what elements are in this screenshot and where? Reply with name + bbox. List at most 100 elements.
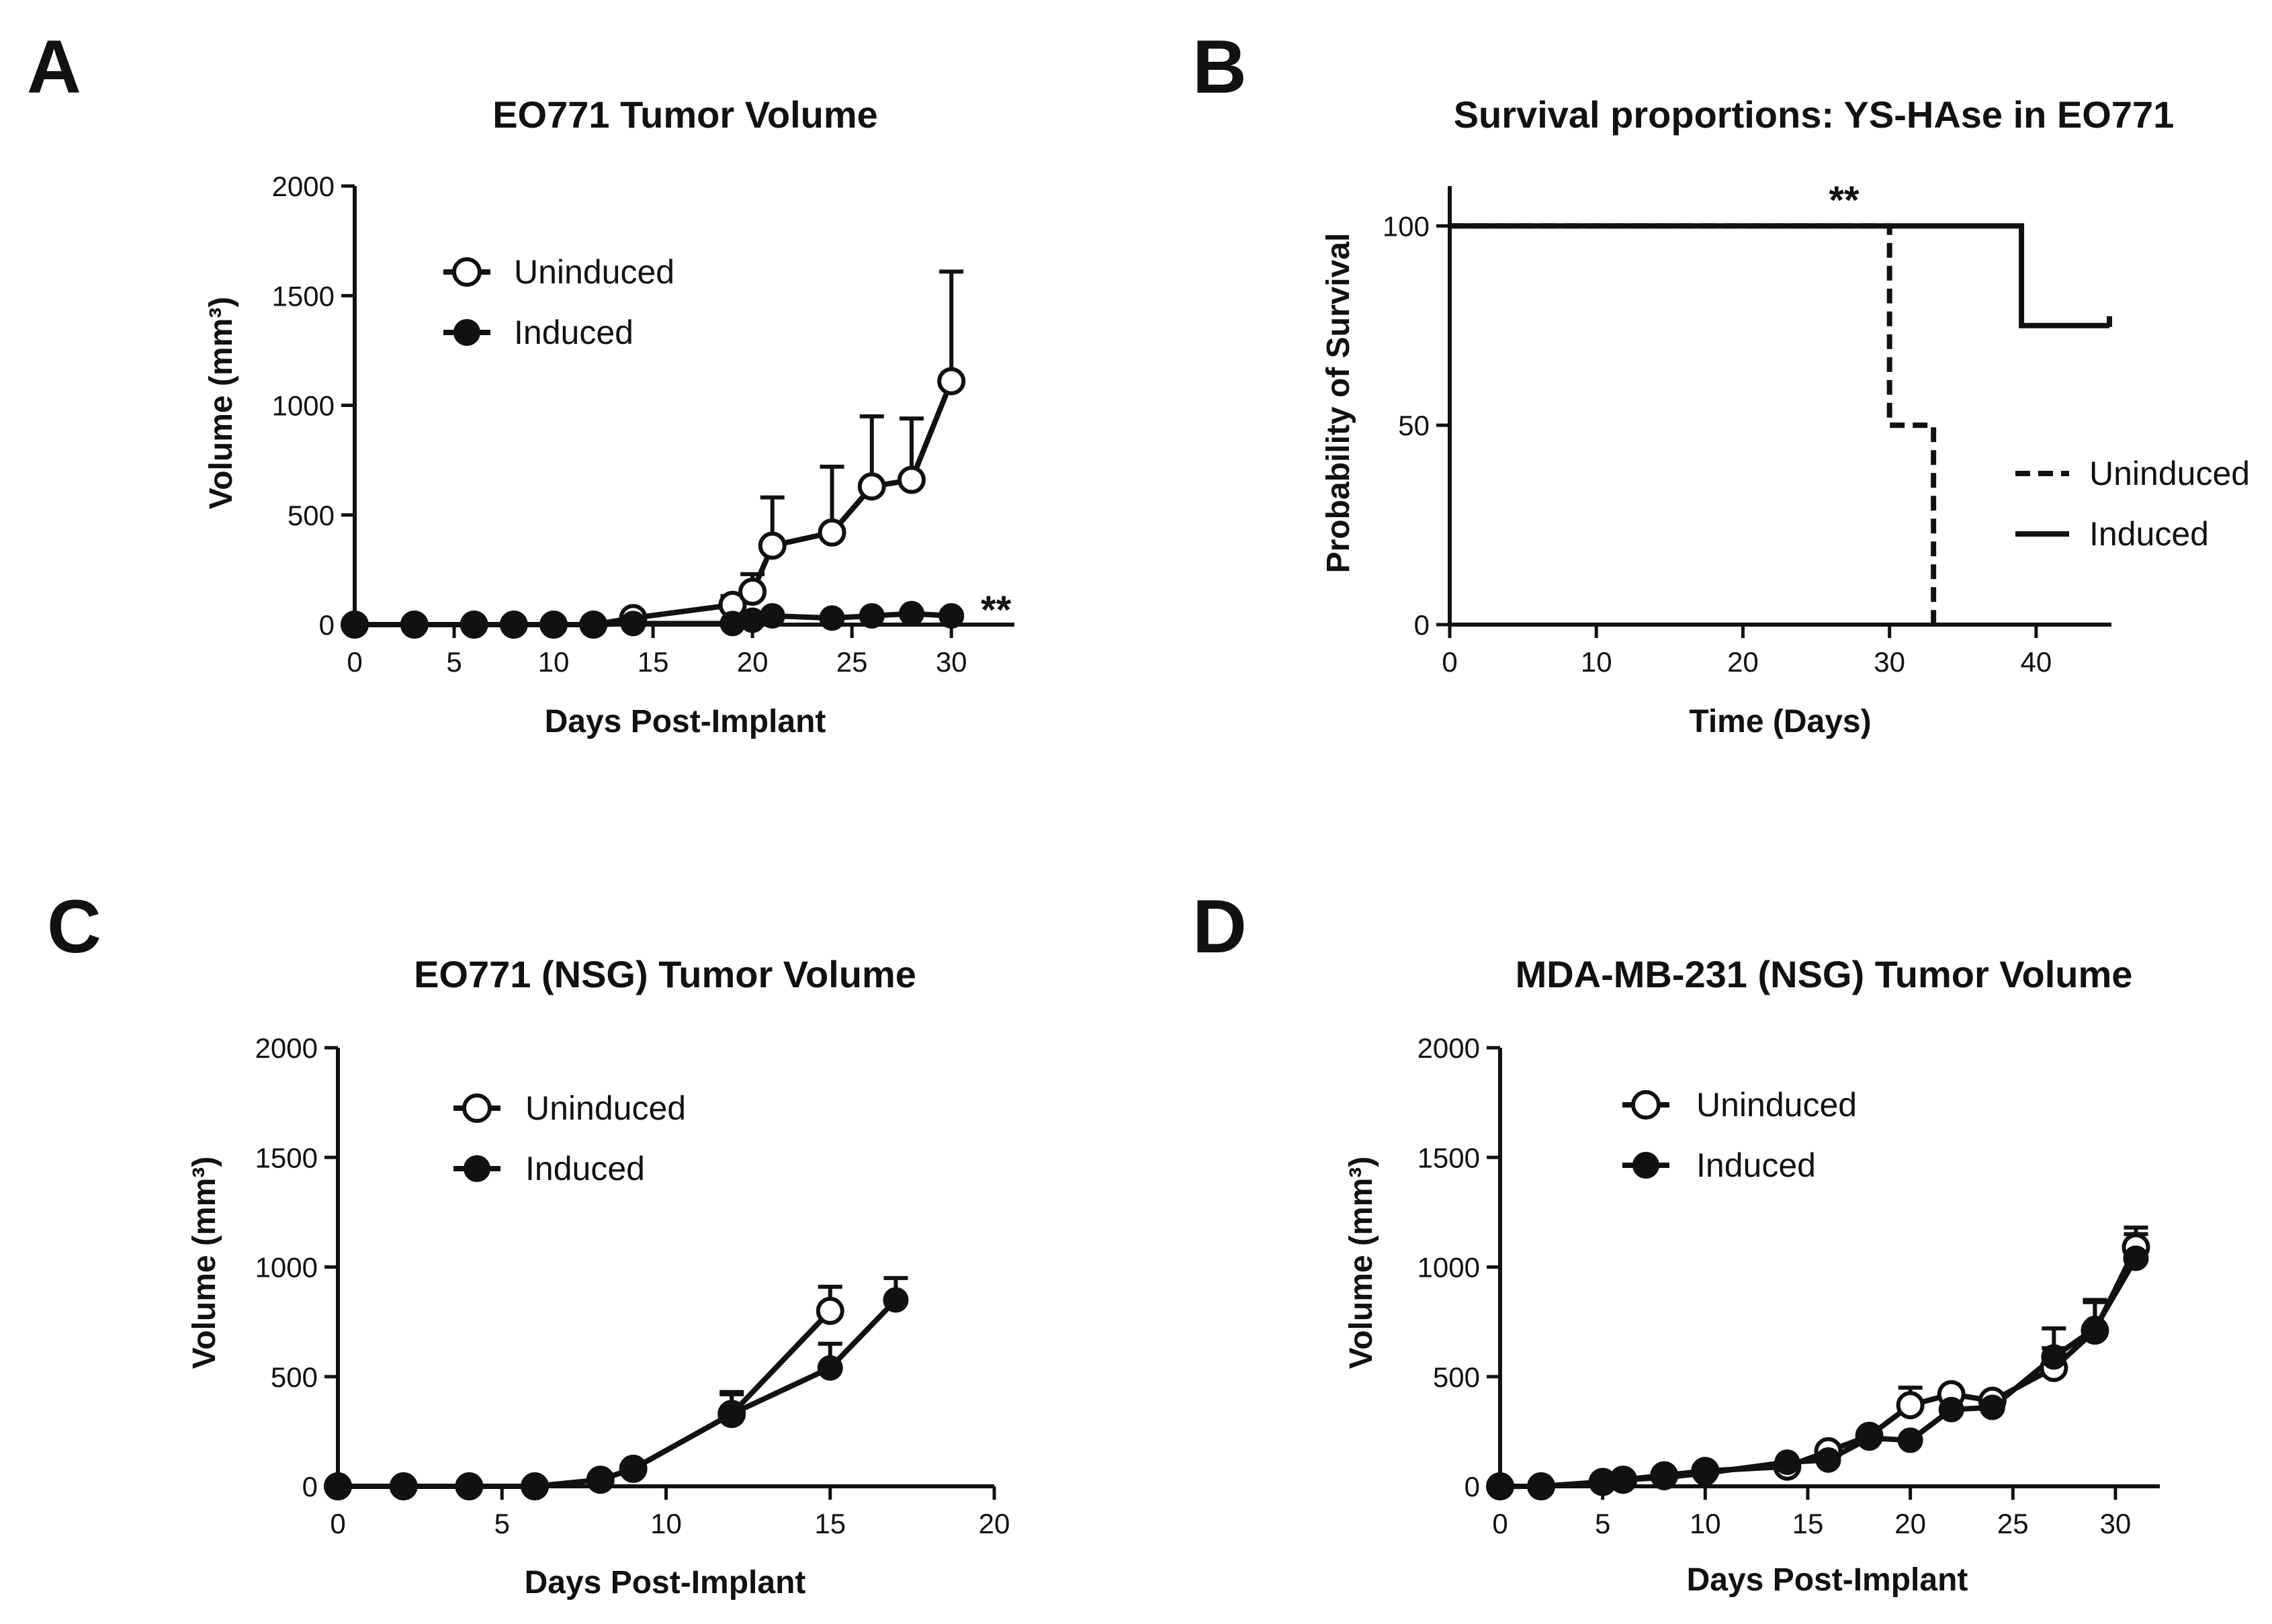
chart-title: Survival proportions: YS-HAse in EO771 [1454,93,2175,136]
data-point-induced [1487,1474,1513,1499]
x-tick-label: 20 [1727,646,1759,678]
x-tick-label: 5 [494,1508,510,1539]
x-tick-label: 30 [2100,1508,2132,1539]
x-axis-label: Time (Days) [1689,704,1871,739]
panel-letter-c: C [47,885,101,968]
data-point-induced [620,1455,646,1482]
y-tick-label: 100 [1383,210,1430,242]
data-point-induced [1528,1474,1555,1499]
data-point-induced [522,1474,548,1499]
y-tick-label: 0 [302,1471,318,1502]
survival-line-induced [1450,223,2109,328]
chart-title: EO771 Tumor Volume [492,93,878,136]
panel-c-tumor-volume-chart: EO771 (NSG) Tumor Volume Days Post-Impla… [187,953,1010,1600]
y-axis-label: Volume (mm³) [187,1157,222,1369]
data-point-induced [1938,1396,1964,1423]
x-tick-label: 20 [1894,1508,1926,1539]
legend-marker-induced [464,1155,490,1182]
data-point-induced [719,1401,745,1427]
x-axis-label: Days Post-Implant [545,704,826,739]
y-tick-label: 1000 [1417,1252,1480,1283]
x-tick-label: 10 [1690,1508,1721,1539]
x-tick-label: 25 [1997,1508,2029,1539]
y-tick-label: 2000 [255,1032,318,1064]
panel-letter-a: A [27,25,81,109]
legend-marker-uninduced [462,1093,492,1123]
legend-label-induced: Induced [1696,1146,1816,1184]
y-tick-label: 2000 [1417,1032,1480,1064]
legend-label-uninduced: Uninduced [1696,1086,1857,1124]
data-point-induced [817,1355,843,1381]
legend-marker-induced [453,319,480,346]
x-tick-label: 15 [638,646,669,678]
panel-letter-d: D [1192,885,1247,968]
y-tick-label: 500 [271,1361,318,1393]
legend: Uninduced Induced [453,1089,686,1187]
x-axis-label: Days Post-Implant [1687,1562,1968,1598]
legend-marker-uninduced [452,257,482,287]
x-tick-label: 0 [1492,1508,1508,1539]
data-point-induced [1979,1394,2005,1420]
data-point-induced [938,602,965,629]
y-tick-label: 500 [1433,1361,1480,1393]
data-point-uninduced [937,367,966,396]
data-point-uninduced [816,1296,844,1325]
legend: Uninduced Induced [443,253,674,351]
data-point-induced [456,1474,482,1499]
y-tick-label: 0 [1414,609,1430,641]
legend-label-induced: Induced [2089,515,2209,553]
x-tick-label: 15 [814,1508,846,1539]
legend-marker-uninduced [1631,1090,1661,1120]
series-line-uninduced [338,1309,832,1489]
x-tick-label: 0 [1442,646,1457,678]
data-point-induced [1774,1449,1800,1476]
data-point-induced [2123,1245,2149,1271]
data-point-uninduced [818,518,846,547]
y-tick-label: 1000 [255,1252,318,1283]
x-tick-label: 30 [936,646,967,678]
x-tick-label: 5 [1595,1508,1610,1539]
data-point-induced [1815,1447,1841,1473]
data-point-induced [898,600,924,627]
chart-title: EO771 (NSG) Tumor Volume [414,953,916,995]
data-point-induced [342,612,367,637]
x-tick-label: 15 [1792,1508,1824,1539]
x-tick-label: 20 [737,646,769,678]
legend-label-uninduced: Uninduced [2089,455,2250,492]
panel-letter-b: B [1192,25,1247,109]
data-point-induced [1610,1467,1636,1493]
data-point-induced [2082,1315,2108,1341]
survival-line-uninduced [1450,223,1937,625]
data-point-induced [759,602,785,629]
y-tick-label: 2000 [272,171,335,202]
x-tick-label: 10 [650,1508,682,1539]
y-tick-label: 1000 [272,390,335,422]
x-tick-label: 0 [330,1508,345,1539]
legend-marker-induced [1632,1152,1659,1179]
data-point-induced [1856,1425,1882,1451]
legend: Uninduced Induced [1622,1086,1857,1184]
panel-a-tumor-volume-chart: EO771 Tumor Volume Days Post-Implant Vol… [204,93,1014,739]
data-point-induced [620,611,646,637]
y-tick-label: 1500 [1417,1142,1480,1173]
data-point-induced [1692,1460,1718,1486]
y-tick-label: 1500 [255,1142,318,1173]
data-point-uninduced [758,531,787,560]
data-point-induced [500,612,527,637]
legend-label-uninduced: Uninduced [525,1089,686,1127]
x-tick-label: 40 [2021,646,2052,678]
y-axis-label: Volume (mm³) [204,297,239,509]
chart-title: MDA-MB-231 (NSG) Tumor Volume [1516,953,2133,995]
y-tick-label: 1500 [272,280,335,312]
data-point-induced [883,1287,909,1313]
y-axis-label: Volume (mm³) [1344,1157,1379,1369]
data-point-induced [2041,1344,2067,1370]
significance-marker: ** [1829,179,1860,222]
data-point-induced [580,612,607,637]
y-tick-label: 500 [288,500,335,531]
data-point-uninduced [857,472,886,501]
y-tick-label: 0 [1465,1471,1480,1502]
data-point-induced [541,612,567,637]
x-tick-label: 20 [979,1508,1010,1539]
